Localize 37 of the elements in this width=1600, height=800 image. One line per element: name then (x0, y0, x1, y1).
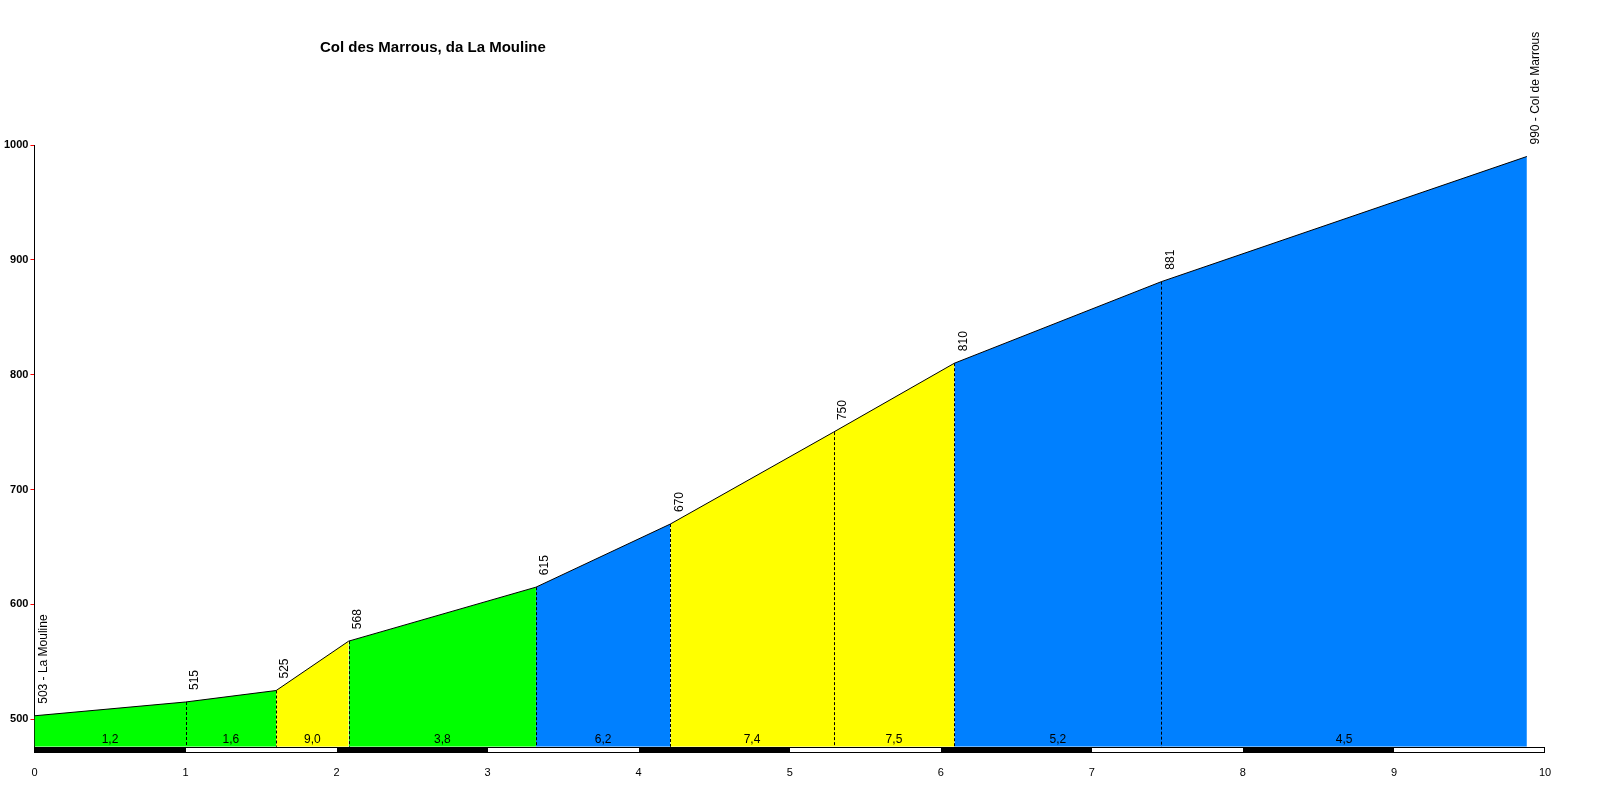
data-label: 881 (1162, 249, 1177, 270)
data-label: 615 (537, 554, 552, 576)
x-tick-label: 7 (1088, 766, 1095, 779)
x-tick-label: 0 (31, 766, 38, 779)
x-tick-label: 8 (1239, 766, 1246, 779)
y-tick-label: 900 (10, 252, 29, 265)
data-label: 503 - La Mouline (35, 614, 50, 704)
y-tick-label: 700 (10, 482, 29, 495)
x-tick-label: 4 (635, 766, 642, 779)
x-tick-label: 3 (484, 766, 491, 779)
annotation: 6,2 (594, 732, 612, 747)
annotation: 4,5 (1335, 732, 1353, 747)
data-label: 525 (277, 658, 292, 679)
annotation: 3,8 (433, 732, 451, 747)
data-label: 515 (186, 669, 201, 691)
chart-title: Col des Marrous, da La Mouline (320, 38, 546, 55)
data-label: 568 (349, 608, 364, 630)
y-tick-label: 600 (10, 597, 29, 610)
annotation: 1,2 (101, 732, 119, 747)
data-label: 750 (834, 399, 849, 421)
x-tick-label: 9 (1390, 766, 1398, 779)
y-tick-label: 1000 (3, 138, 29, 151)
annotation: 9,0 (304, 732, 322, 747)
y-tick-label: 500 (10, 712, 29, 725)
x-tick-label: 5 (786, 766, 793, 779)
annotation: 1,6 (222, 732, 240, 747)
x-tick-label: 6 (937, 766, 944, 779)
annotation: 7,4 (743, 732, 761, 747)
data-label: 670 (671, 491, 686, 512)
data-label: 810 (955, 330, 970, 352)
x-tick-label: 1 (182, 766, 189, 779)
x-tick-label: 10 (1538, 766, 1552, 779)
y-tick-label: 800 (10, 367, 29, 380)
data-label: 990 - Col de Marrous (1528, 31, 1543, 145)
x-tick-label: 2 (333, 766, 340, 779)
annotation: 5,2 (1049, 732, 1067, 747)
annotation: 7,5 (885, 732, 903, 747)
